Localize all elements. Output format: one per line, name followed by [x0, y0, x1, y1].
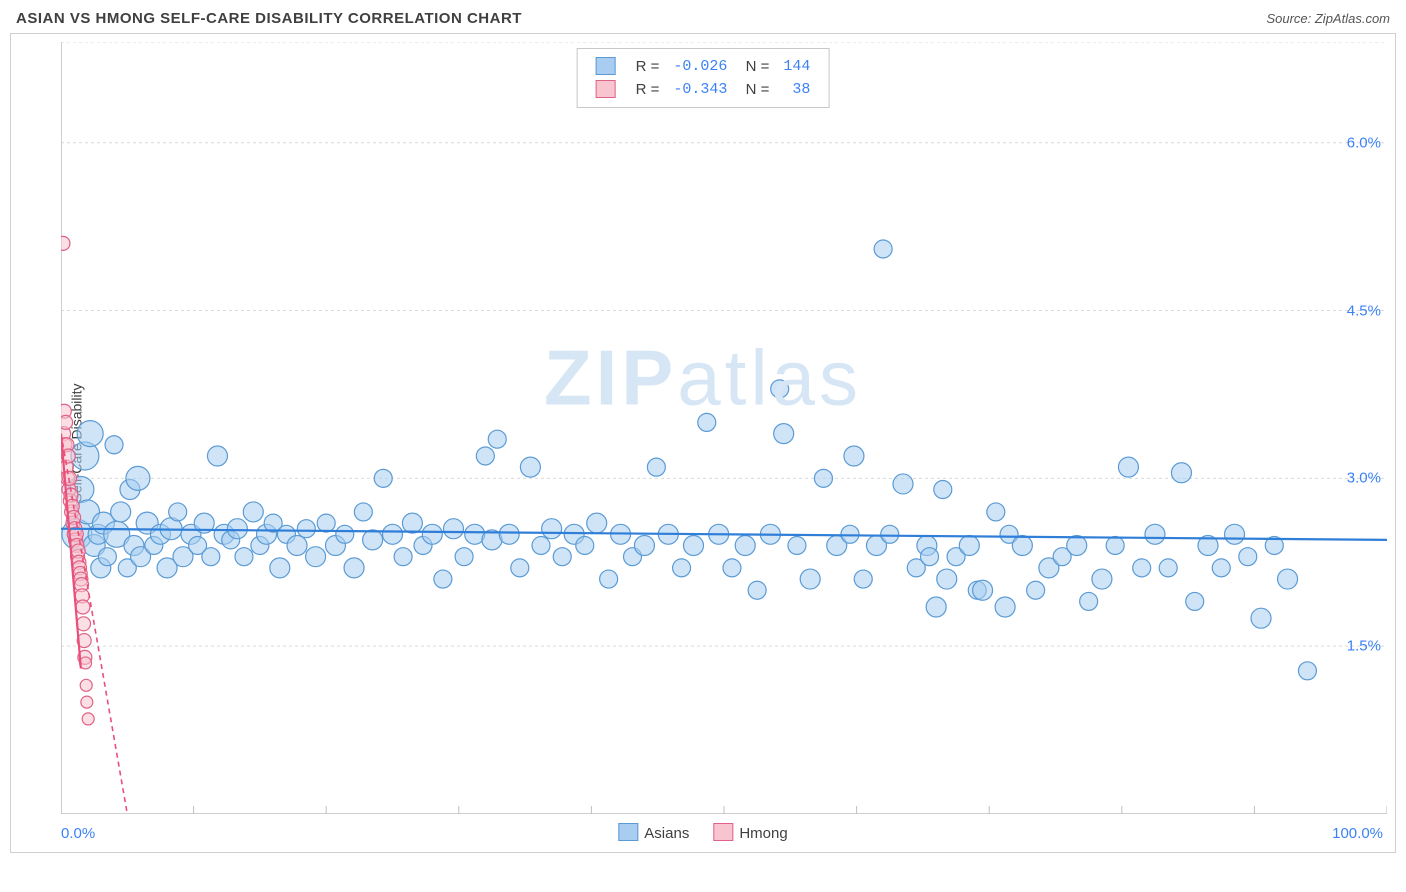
y-tick-label: 6.0%	[1347, 134, 1381, 151]
x-min-label: 0.0%	[61, 825, 95, 842]
legend-item-hmong: Hmong	[713, 823, 787, 842]
chart-header: ASIAN VS HMONG SELF-CARE DISABILITY CORR…	[10, 10, 1396, 33]
y-tick-label: 4.5%	[1347, 302, 1381, 319]
legend-row-hmong: R =-0.343 N =38	[590, 79, 817, 100]
legend-item-asians: Asians	[618, 823, 689, 842]
chart-container: Self-Care Disability 1.5%3.0%4.5%6.0% ZI…	[10, 33, 1396, 853]
correlation-legend: R =-0.026 N =144 R =-0.343 N =38	[577, 48, 830, 108]
swatch-icon	[618, 823, 638, 841]
swatch-icon	[596, 80, 616, 98]
chart-title: ASIAN VS HMONG SELF-CARE DISABILITY CORR…	[16, 10, 522, 27]
y-tick-label: 1.5%	[1347, 638, 1381, 655]
plot-area	[61, 42, 1387, 812]
source-credit: Source: ZipAtlas.com	[1266, 11, 1390, 26]
y-tick-label: 3.0%	[1347, 470, 1381, 487]
scatter-plot-svg	[61, 42, 1387, 814]
swatch-icon	[713, 823, 733, 841]
series-legend: Asians Hmong	[618, 823, 787, 842]
legend-row-asians: R =-0.026 N =144	[590, 56, 817, 77]
swatch-icon	[596, 57, 616, 75]
x-max-label: 100.0%	[1332, 825, 1383, 842]
